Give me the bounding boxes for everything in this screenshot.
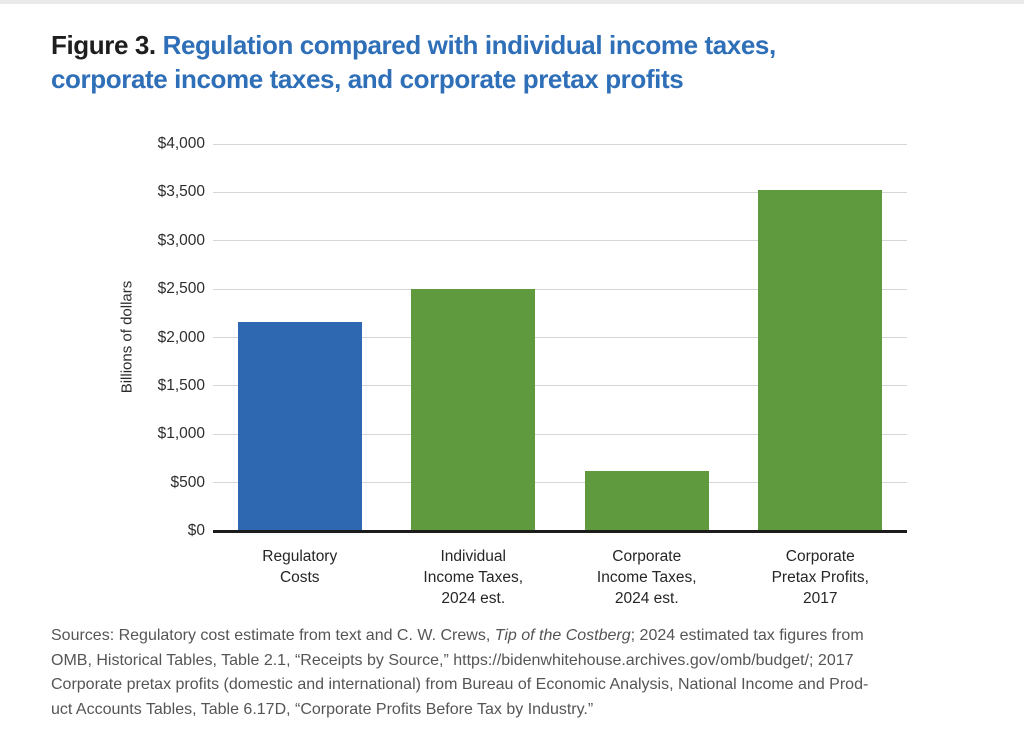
figure-title-line1: Regulation compared with individual inco… bbox=[162, 30, 777, 60]
y-tick-label-500: $500 bbox=[170, 473, 205, 491]
sources-text-segment: uct Accounts Tables, Table 6.17D, “Corpo… bbox=[51, 700, 594, 718]
x-category-label-line: Regulatory bbox=[262, 548, 338, 565]
x-category-label-line: Costs bbox=[279, 569, 320, 586]
x-category-label-line: 2024 est. bbox=[614, 590, 679, 607]
x-category-label-line: 2024 est. bbox=[441, 590, 506, 607]
sources-book-title: Tip of the Costberg bbox=[494, 627, 631, 644]
sources-line-1: Sources: Regulatory cost estimate from t… bbox=[51, 624, 996, 649]
x-category-label-line: Income Taxes, bbox=[596, 569, 697, 586]
y-tick-label-0: $0 bbox=[187, 522, 205, 539]
sources-text-segment: OMB, Historical Tables, Table 2.1, “Rece… bbox=[51, 651, 854, 669]
bar-individual-income-taxes-2024-est bbox=[411, 289, 536, 531]
x-category-label-line: Income Taxes, bbox=[423, 569, 524, 586]
figure-title-line2: corporate income taxes, and corporate pr… bbox=[51, 64, 684, 94]
y-tick-label-3000: $3,000 bbox=[157, 231, 205, 249]
bar-corporate-pretax-profits-2017 bbox=[758, 190, 883, 531]
y-gridline-2000 bbox=[213, 337, 907, 338]
x-category-label-line: Individual bbox=[440, 548, 507, 565]
bar-corporate-income-taxes-2024-est bbox=[584, 471, 709, 531]
y-gridline-1000 bbox=[213, 433, 907, 435]
y-gridline-4000 bbox=[213, 143, 907, 145]
x-category-label-corporate-income-taxes-2024-est: Corporate Income Taxes, 2024 est. bbox=[560, 546, 734, 609]
y-tick-label-1000: $1,000 bbox=[157, 425, 205, 443]
x-category-label-individual-income-taxes-2024-est: Individual Income Taxes, 2024 est. bbox=[387, 546, 561, 609]
y-tick-label-4000: $4,000 bbox=[157, 135, 205, 152]
x-axis-line bbox=[213, 530, 907, 533]
y-tick-label-1500: $1,500 bbox=[157, 376, 205, 394]
sources-text-segment: Sources: Regulatory cost estimate from t… bbox=[51, 627, 495, 644]
x-category-label-line: Corporate bbox=[785, 548, 855, 565]
y-tick-label-3500: $3,500 bbox=[157, 183, 205, 201]
sources-line-2: OMB, Historical Tables, Table 2.1, “Rece… bbox=[51, 649, 996, 674]
sources-note: Sources: Regulatory cost estimate from t… bbox=[51, 624, 996, 722]
y-gridline-500 bbox=[213, 482, 907, 484]
y-gridline-1500 bbox=[213, 385, 907, 387]
bar-regulatory-costs bbox=[237, 322, 362, 531]
x-axis-category-labels: Regulatory Costs Individual Income Taxes, 20… bbox=[213, 546, 907, 609]
figure-title: Figure 3. Regulation compared with indiv… bbox=[51, 28, 971, 96]
y-tick-label-2000: $2,000 bbox=[157, 328, 205, 346]
page-top-border bbox=[0, 0, 1024, 4]
plot-area bbox=[213, 143, 907, 533]
sources-line-3: Corporate pretax profits (domestic and i… bbox=[51, 673, 996, 698]
x-category-label-line: Corporate bbox=[612, 548, 682, 565]
y-axis-tick-labels: $0 $500 $1,000 $1,500 $2,000 $2,500 $3,000 $3,5… bbox=[90, 135, 205, 539]
y-tick-label-2500: $2,500 bbox=[157, 280, 205, 298]
x-category-label-line: 2017 bbox=[803, 590, 838, 607]
x-category-label-line: Pretax Profits, bbox=[771, 569, 869, 586]
y-gridline-3500 bbox=[213, 191, 907, 193]
x-category-label-corporate-pretax-profits-2017: Corporate Pretax Profits, 2017 bbox=[734, 546, 908, 609]
sources-text-segment: ; 2024 estimated tax figures from bbox=[630, 627, 864, 644]
figure-number-label: Figure 3. bbox=[51, 30, 156, 60]
y-gridline-2500 bbox=[213, 288, 907, 290]
y-gridline-3000 bbox=[213, 240, 907, 242]
sources-text-segment: Corporate pretax profits (domestic and i… bbox=[51, 676, 869, 693]
x-category-label-regulatory-costs: Regulatory Costs bbox=[213, 546, 387, 609]
sources-line-4: uct Accounts Tables, Table 6.17D, “Corpo… bbox=[51, 698, 996, 723]
